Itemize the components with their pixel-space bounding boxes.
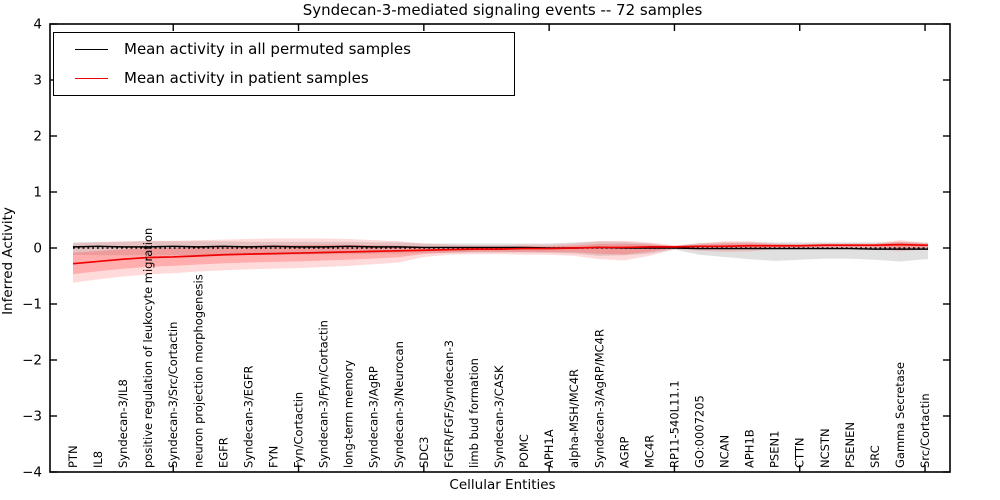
x-tick-label: Fyn/Cortactin — [292, 392, 306, 468]
band-patient — [73, 238, 929, 283]
x-tick-label: Syndecan-3/AgRP/MC4R — [592, 329, 606, 468]
x-tick-label: FYN — [266, 446, 280, 468]
x-tick-label: neuron projection morphogenesis — [191, 274, 205, 468]
chart-title: Syndecan-3-mediated signaling events -- … — [302, 1, 703, 19]
x-axis-label: Cellular Entities — [449, 477, 556, 493]
x-tick-label: alpha-MSH/MC4R — [567, 369, 581, 468]
x-tick-label: GO:0007205 — [693, 395, 707, 468]
x-tick-label: APH1B — [743, 429, 757, 468]
legend-label-patient: Mean activity in patient samples — [124, 69, 369, 88]
x-tick-label: Syndecan-3/CASK — [492, 365, 506, 468]
y-tick-label: 1 — [33, 185, 42, 201]
legend-label-permuted: Mean activity in all permuted samples — [124, 39, 411, 58]
y-tick-label: −3 — [22, 409, 42, 425]
x-tick-label: Syndecan-3/Src/Cortactin — [166, 322, 180, 468]
legend-item-permuted: Mean activity in all permuted samples — [54, 36, 514, 62]
x-tick-label: positive regulation of leukocyte migrati… — [141, 228, 155, 468]
y-tick-label: −4 — [22, 465, 42, 481]
y-tick-label: 2 — [33, 129, 42, 145]
legend-item-patient: Mean activity in patient samples — [54, 66, 514, 92]
x-tick-label: Syndecan-3/Fyn/Cortactin — [317, 320, 331, 468]
legend-line-permuted-icon — [75, 48, 108, 50]
x-tick-label: RP11-540L11.1 — [667, 380, 681, 468]
x-tick-label: AGRP — [617, 436, 631, 468]
x-tick-label: FGFR/FGF/Syndecan-3 — [442, 340, 456, 468]
x-tick-label: Syndecan-3/EGFR — [241, 365, 255, 468]
x-tick-label: CTTN — [793, 438, 807, 468]
x-tick-label: Gamma Secretase — [893, 362, 907, 468]
x-tick-label: Syndecan-3/IL8 — [116, 379, 130, 468]
y-tick-label: −1 — [22, 297, 42, 313]
legend-line-patient-icon — [75, 78, 108, 80]
x-tick-label: POMC — [517, 434, 531, 468]
y-tick-label: 0 — [33, 241, 42, 257]
x-tick-label: MC4R — [642, 435, 656, 468]
x-tick-label: Syndecan-3/Neurocan — [392, 341, 406, 468]
x-tick-label: Syndecan-3/AgRP — [367, 366, 381, 468]
y-tick-label: −2 — [22, 353, 42, 369]
y-tick-label: 3 — [33, 73, 42, 89]
x-tick-label: PSEN1 — [768, 431, 782, 468]
x-tick-label: NCSTN — [818, 428, 832, 468]
x-tick-label: EGFR — [216, 437, 230, 468]
x-tick-label: IL8 — [91, 451, 105, 468]
x-tick-label: SDC3 — [417, 436, 431, 468]
x-tick-label: limb bud formation — [467, 358, 481, 468]
legend: Mean activity in all permuted samples Me… — [53, 32, 515, 96]
line-permuted-mean — [72, 245, 929, 250]
x-tick-label: NCAN — [718, 435, 732, 468]
y-tick-label: 4 — [33, 17, 42, 33]
band-patient-inner — [73, 242, 929, 275]
x-tick-label: long-term memory — [342, 360, 356, 468]
x-tick-label: SRC — [868, 445, 882, 468]
x-tick-label: Src/Cortactin — [918, 393, 932, 468]
line-patient-mean — [72, 243, 929, 265]
x-tick-label: PSENEN — [843, 422, 857, 468]
x-tick-label: PTN — [66, 445, 80, 468]
y-axis-label: Inferred Activity — [0, 207, 16, 315]
x-tick-label: APH1A — [542, 429, 556, 468]
